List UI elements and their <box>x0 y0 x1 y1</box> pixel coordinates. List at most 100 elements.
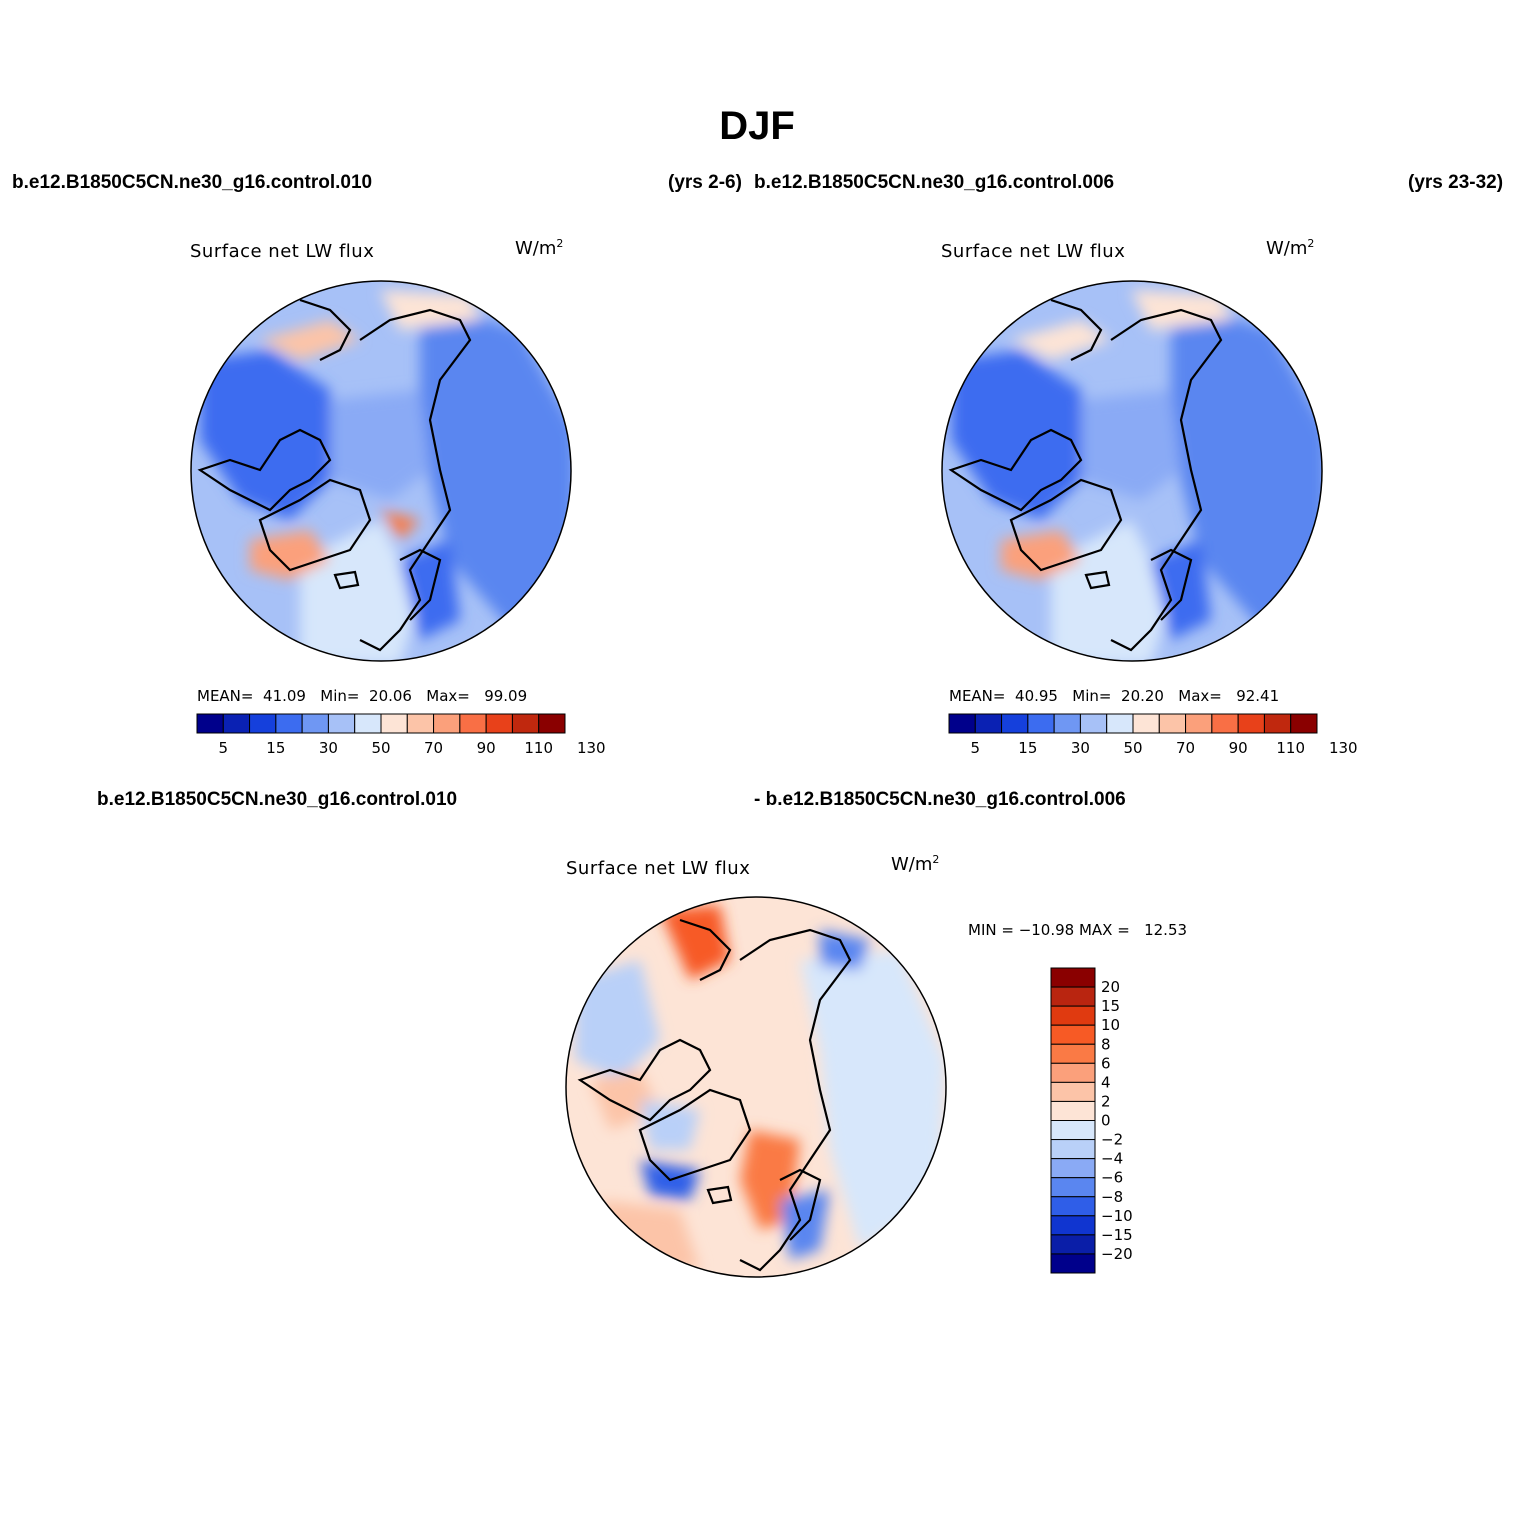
map1-coast-canada <box>197 428 332 512</box>
colorbar-difference-swatch <box>1050 1253 1096 1274</box>
colorbar-difference-swatch <box>1050 1139 1096 1160</box>
map1-border <box>190 280 572 662</box>
diff-pacific-warm <box>660 905 730 980</box>
colorbar-panel1-swatch <box>327 713 356 734</box>
panel2-max: 92.41 <box>1236 687 1280 705</box>
colorbar-difference-tick-label: 2 <box>1101 1092 1111 1110</box>
panel2-mean: 40.95 <box>1015 687 1058 705</box>
colorbar-difference-swatch <box>1050 1062 1096 1083</box>
panel1-years: (yrs 2-6) <box>668 172 742 193</box>
diff-coast-scandinavia <box>779 1168 822 1241</box>
colorbar-panel2-swatch <box>1132 713 1160 734</box>
colorbar-panel1-swatch <box>406 713 435 734</box>
colorbar-panel2-swatch <box>1237 713 1265 734</box>
map2-siberia-low <box>1171 300 1322 640</box>
diff-polar-plot <box>566 897 946 1277</box>
diff-plot-title: Surface net LW flux <box>566 858 751 879</box>
colorbar-panel1-swatch <box>538 713 566 734</box>
colorbar-panel1-swatch <box>222 713 251 734</box>
colorbar-panel1-swatch <box>485 713 513 734</box>
colorbar-difference-tick-label: 4 <box>1101 1073 1111 1091</box>
colorbar-panel2: 5 15 30 50 70 90 110 130 <box>948 713 1358 757</box>
map1-coast-eurasia <box>359 308 472 652</box>
map1-polar-plot <box>191 281 571 661</box>
colorbar-difference-swatch <box>1050 1024 1096 1045</box>
map1-coast-greenland <box>258 478 372 572</box>
panel2-min: 20.20 <box>1121 687 1164 705</box>
diff-greenland-cool <box>640 1100 700 1150</box>
panel2-plot-title: Surface net LW flux <box>941 241 1126 262</box>
colorbar-panel1-tick-label: 110 <box>524 739 553 757</box>
diff-case-b: - b.e12.B1850C5CN.ne30_g16.control.006 <box>754 789 1126 810</box>
colorbar-difference-tick-label: −15 <box>1101 1226 1133 1244</box>
map1-canada-low <box>200 350 330 520</box>
map2-coast-greenland <box>1009 478 1123 572</box>
colorbar-panel2-swatch <box>1001 713 1029 734</box>
diff-canada-warm <box>590 1070 660 1130</box>
map1-siberia-low <box>420 300 571 640</box>
colorbar-difference-swatch <box>1050 1081 1096 1102</box>
colorbar-difference-swatch <box>1050 1196 1096 1217</box>
colorbar-panel1-swatch <box>275 713 303 734</box>
colorbar-panel1-swatch <box>354 713 382 734</box>
panel1-units: W/m2 <box>515 237 564 259</box>
panel2-case-name: b.e12.B1850C5CN.ne30_g16.control.006 <box>754 172 1115 193</box>
diff-coast-alaska <box>679 918 732 981</box>
diff-border <box>565 896 947 1278</box>
panel1-min: 20.06 <box>369 687 412 705</box>
diff-coast-iceland <box>706 1185 733 1205</box>
map2-coast-scandinavia <box>1150 548 1193 621</box>
colorbar-difference-tick-label: 10 <box>1101 1016 1120 1034</box>
map1-greenland-sea <box>250 530 330 580</box>
colorbar-difference-swatch <box>1050 1100 1096 1121</box>
colorbar-panel1-swatch <box>433 713 461 734</box>
panel1-stats: MEAN= 41.09 Min= 20.06 Max= 99.09 <box>197 687 528 705</box>
colorbar-difference-tick-label: −20 <box>1101 1245 1133 1263</box>
colorbar-panel1-swatch <box>249 713 277 734</box>
colorbar-panel1-tick-label: 90 <box>477 739 496 757</box>
colorbar-panel1-tick-label: 5 <box>219 739 229 757</box>
diff-coast-eurasia <box>739 928 852 1272</box>
colorbar-panel1-tick-label: 130 <box>577 739 606 757</box>
colorbar-difference-swatch <box>1050 1005 1096 1026</box>
colorbar-panel2-swatch <box>1185 713 1213 734</box>
diff-east-cool <box>800 950 945 1250</box>
colorbar-difference-tick-label: −8 <box>1101 1188 1123 1206</box>
colorbar-panel2-swatch <box>1211 713 1239 734</box>
map1-arctic <box>330 390 430 500</box>
colorbar-difference-tick-label: 15 <box>1101 997 1120 1015</box>
colorbar-difference-swatch <box>1050 1158 1096 1179</box>
map2-pacific-warm <box>1011 320 1111 360</box>
colorbar-panel1: 5 15 30 50 70 90 110 130 <box>196 713 606 757</box>
colorbar-difference-tick-label: −2 <box>1101 1131 1123 1149</box>
colorbar-difference-swatch <box>1050 986 1096 1007</box>
colorbar-difference-tick-label: 6 <box>1101 1054 1111 1072</box>
colorbar-difference-swatch <box>1050 1215 1096 1236</box>
diff-west-cool <box>575 960 660 1080</box>
map2-coast-eurasia <box>1110 308 1223 652</box>
map2-arctic <box>1081 390 1181 500</box>
map2-coast-iceland <box>1084 570 1111 590</box>
diff-coast-greenland <box>638 1088 752 1182</box>
map2-canada-low <box>951 350 1081 520</box>
map2-coast-alaska <box>1050 298 1103 361</box>
colorbar-panel1-tick-label: 70 <box>424 739 443 757</box>
colorbar-panel2-tick-label: 50 <box>1123 739 1142 757</box>
panel2-stats: MEAN= 40.95 Min= 20.20 Max= 92.41 <box>949 687 1280 705</box>
colorbar-panel2-swatch <box>1106 713 1134 734</box>
colorbar-difference-tick-label: 0 <box>1101 1112 1111 1130</box>
colorbar-panel1-swatch <box>301 713 329 734</box>
colorbar-difference-tick-label: −6 <box>1101 1169 1123 1187</box>
colorbar-panel2-tick-label: 130 <box>1329 739 1358 757</box>
map2-coast-canada <box>948 428 1083 512</box>
map2-greenland-sea <box>1001 530 1081 580</box>
diff-units: W/m2 <box>891 853 940 875</box>
colorbar-difference-swatch <box>1050 967 1096 988</box>
colorbar-panel1-tick-label: 15 <box>266 739 285 757</box>
colorbar-panel1-swatch <box>459 713 487 734</box>
colorbar-panel1-swatch <box>380 713 408 734</box>
diff-case-a: b.e12.B1850C5CN.ne30_g16.control.010 <box>97 789 458 810</box>
diff-minmax: MIN = −10.98 MAX = 12.53 <box>968 921 1188 939</box>
